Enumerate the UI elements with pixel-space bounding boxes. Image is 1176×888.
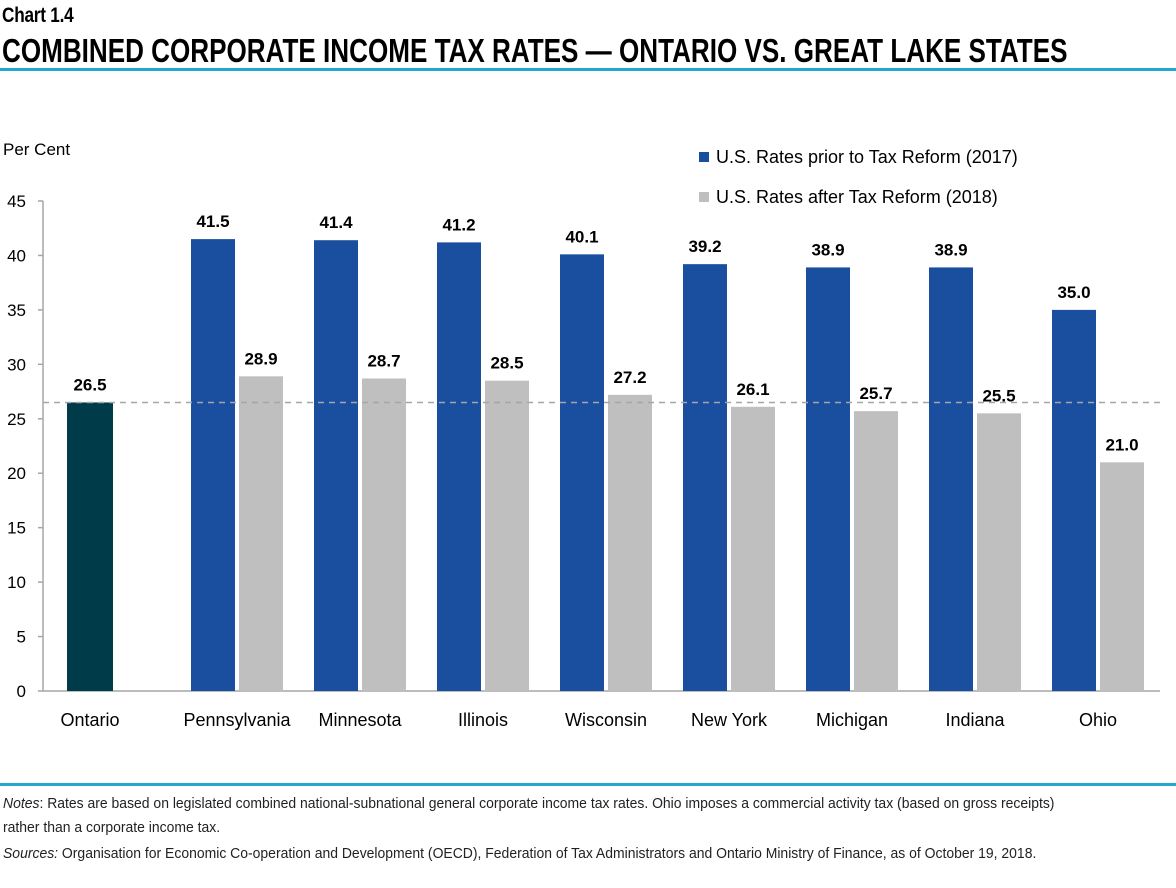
- x-tick-label: Minnesota: [318, 710, 402, 730]
- sources-label: Sources:: [3, 845, 59, 862]
- chart-number: Chart 1.4: [2, 4, 74, 27]
- x-tick-label: Ontario: [60, 710, 119, 730]
- bar-chart: Per Cent 0 5 10 15 20 25 30 35 40 45 26.5 41.5 41.4 41…: [3, 140, 1160, 730]
- bar-minnesota-2018: [362, 378, 406, 691]
- x-tick-label: Ohio: [1079, 710, 1117, 730]
- data-label: 41.2: [442, 215, 475, 234]
- title-rule: [0, 68, 1176, 71]
- data-label: 39.2: [688, 237, 721, 256]
- data-label: 28.5: [490, 354, 523, 373]
- legend-label: U.S. Rates after Tax Reform (2018): [716, 187, 998, 207]
- y-tick-label: 20: [7, 464, 26, 483]
- bar-wisconsin-2017: [560, 254, 604, 691]
- bar-ohio-2017: [1052, 309, 1096, 691]
- x-tick-label: New York: [691, 710, 768, 730]
- footer-rule: [0, 783, 1176, 786]
- data-label: 27.2: [613, 368, 646, 387]
- bar-illinois-2017: [437, 242, 481, 691]
- chart-title: COMBINED CORPORATE INCOME TAX RATES — ON…: [2, 32, 1068, 69]
- y-tick-label: 5: [17, 628, 26, 647]
- y-tick-label: 45: [7, 192, 26, 211]
- data-label: 25.7: [859, 384, 892, 403]
- notes: Notes: Rates are based on legislated com…: [3, 792, 1091, 840]
- bar-minnesota-2017: [314, 240, 358, 691]
- sources: Sources: Organisation for Economic Co-op…: [3, 842, 1091, 866]
- data-label: 25.5: [982, 386, 1015, 405]
- y-tick-label: 40: [7, 246, 26, 265]
- bar-indiana-2018: [977, 413, 1021, 691]
- y-axis-label: Per Cent: [3, 140, 70, 159]
- legend-label: U.S. Rates prior to Tax Reform (2017): [716, 147, 1018, 167]
- bar-ontario: [67, 402, 113, 691]
- x-tick-label: Wisconsin: [565, 710, 647, 730]
- x-tick-label: Indiana: [945, 710, 1005, 730]
- bar-michigan-2018: [854, 411, 898, 691]
- y-tick-label: 15: [7, 519, 26, 538]
- data-label: 38.9: [811, 240, 844, 259]
- bar-pennsylvania-2018: [239, 376, 283, 691]
- x-tick-label: Pennsylvania: [183, 710, 291, 730]
- bar-michigan-2017: [806, 267, 850, 691]
- bar-new-york-2017: [683, 264, 727, 691]
- data-label: 21.0: [1105, 435, 1138, 454]
- data-label: 35.0: [1057, 283, 1090, 302]
- bar-wisconsin-2018: [608, 394, 652, 691]
- legend-swatch: [699, 152, 709, 162]
- y-tick-label: 30: [7, 355, 26, 374]
- bar-indiana-2017: [929, 267, 973, 691]
- data-label: 41.4: [319, 213, 353, 232]
- data-label: 40.1: [565, 227, 598, 246]
- data-label: 38.9: [934, 240, 967, 259]
- bar-pennsylvania-2017: [191, 239, 235, 691]
- data-label: 26.1: [736, 380, 769, 399]
- x-tick-label: Michigan: [816, 710, 888, 730]
- bar-illinois-2018: [485, 380, 529, 691]
- notes-label: Notes: [3, 795, 40, 812]
- x-tick-label: Illinois: [458, 710, 508, 730]
- y-tick-label: 35: [7, 301, 26, 320]
- notes-text: : Rates are based on legislated combined…: [3, 795, 1055, 836]
- bar-new-york-2018: [731, 406, 775, 691]
- data-label: 41.5: [196, 212, 229, 231]
- y-tick-label: 25: [7, 410, 26, 429]
- bar-ohio-2018: [1100, 462, 1144, 691]
- data-label: 26.5: [73, 375, 106, 394]
- y-tick-label: 0: [17, 682, 26, 701]
- sources-text: Organisation for Economic Co-operation a…: [58, 845, 1037, 862]
- data-label: 28.9: [244, 349, 277, 368]
- legend-swatch: [699, 192, 709, 202]
- data-label: 28.7: [367, 351, 400, 370]
- y-tick-label: 10: [7, 573, 26, 592]
